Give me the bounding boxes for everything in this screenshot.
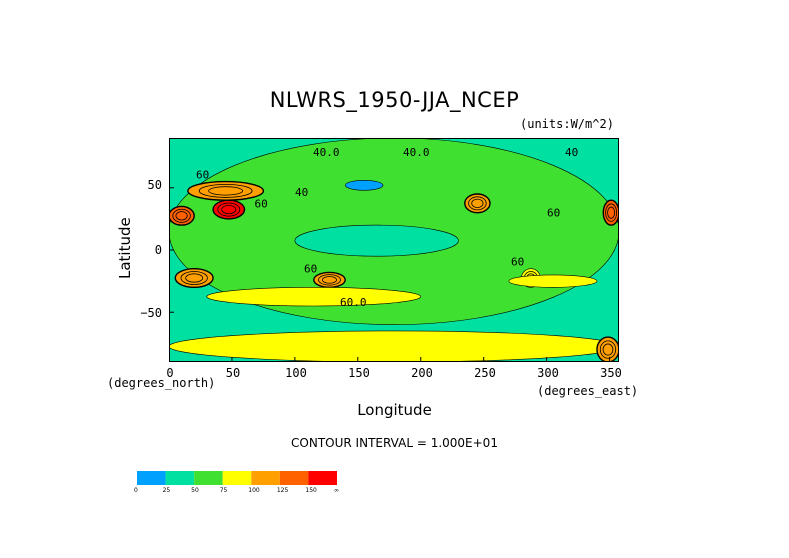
- legend-tick-label: 150: [305, 487, 317, 494]
- contour-label: 40: [295, 186, 308, 199]
- legend-tick-label: 75: [219, 487, 228, 494]
- legend-tick-label: 50: [191, 487, 199, 494]
- legend-tick-label: 100: [248, 487, 260, 494]
- region-contour-6: [471, 198, 484, 208]
- x-tick-100: 100: [285, 366, 307, 380]
- legend-swatch-2: [194, 471, 223, 485]
- legend-swatch-0: [137, 471, 166, 485]
- region-contour-3: [172, 208, 191, 223]
- contour-label: 60: [196, 168, 209, 181]
- region-contour-14: [602, 343, 614, 356]
- contour-label: 40.0: [313, 146, 340, 159]
- map-plot: 40.0 40.0 60 60 60 60.0 60 40 40 60: [169, 138, 619, 362]
- contour-label: 60: [304, 262, 317, 275]
- x-tick-0: 0: [166, 366, 174, 380]
- x-tick-350: 350: [600, 366, 622, 380]
- chart-title: NLWRS_1950-JJA_NCEP: [269, 88, 520, 112]
- region-2: [344, 180, 384, 191]
- contour-label: 40.0: [403, 146, 430, 159]
- y-axis-units: (degrees_north): [107, 376, 216, 390]
- legend-tick-label: 25: [162, 487, 171, 494]
- region-1: [294, 224, 459, 257]
- y-tick-minus50: −50: [140, 306, 162, 320]
- contour-label: 40: [565, 146, 578, 159]
- legend-tick-label: 125: [276, 487, 289, 494]
- x-tick-300: 300: [537, 366, 559, 380]
- region-contour-8: [180, 271, 208, 285]
- region-contour-5: [208, 186, 244, 196]
- region-contour-14: [599, 340, 617, 359]
- region-contour-9: [318, 274, 341, 286]
- contour-label: 60: [511, 256, 524, 269]
- contour-label: 60.0: [340, 296, 367, 309]
- legend-tick-label: 0: [134, 487, 138, 494]
- x-axis-units: (degrees_east): [537, 384, 639, 398]
- legend-swatch-1: [165, 471, 195, 485]
- region-contour-5: [198, 183, 253, 198]
- y-axis-label: Latitude: [116, 217, 134, 279]
- legend-swatch-4: [251, 471, 280, 485]
- x-tick-150: 150: [348, 366, 370, 380]
- legend-swatch-5: [279, 471, 309, 485]
- region-12: [508, 274, 598, 288]
- y-tick-0: 0: [154, 243, 162, 257]
- contour-interval-text: CONTOUR INTERVAL = 1.000E+01: [291, 436, 498, 450]
- region-contour-8: [185, 273, 204, 283]
- region-13: [169, 330, 619, 362]
- units-label: (units:W/m^2): [520, 117, 614, 131]
- color-legend: [137, 471, 337, 485]
- x-tick-50: 50: [225, 366, 241, 380]
- contour-label: 60: [547, 206, 560, 219]
- legend-swatch-3: [222, 471, 252, 485]
- region-contour-4: [221, 204, 237, 215]
- legend-tick-label: ∞: [334, 487, 339, 494]
- x-axis-label: Longitude: [357, 401, 432, 419]
- y-tick-50: 50: [147, 178, 162, 192]
- x-tick-200: 200: [411, 366, 433, 380]
- region-contour-3: [175, 211, 188, 221]
- region-contour-7: [605, 203, 618, 222]
- x-tick-250: 250: [474, 366, 496, 380]
- region-11: [206, 287, 422, 307]
- contour-label: 60: [255, 197, 268, 210]
- region-contour-4: [217, 202, 241, 217]
- region-contour-6: [468, 196, 487, 211]
- legend-swatch-6: [308, 471, 337, 485]
- region-contour-9: [322, 276, 337, 284]
- region-contour-7: [607, 206, 616, 219]
